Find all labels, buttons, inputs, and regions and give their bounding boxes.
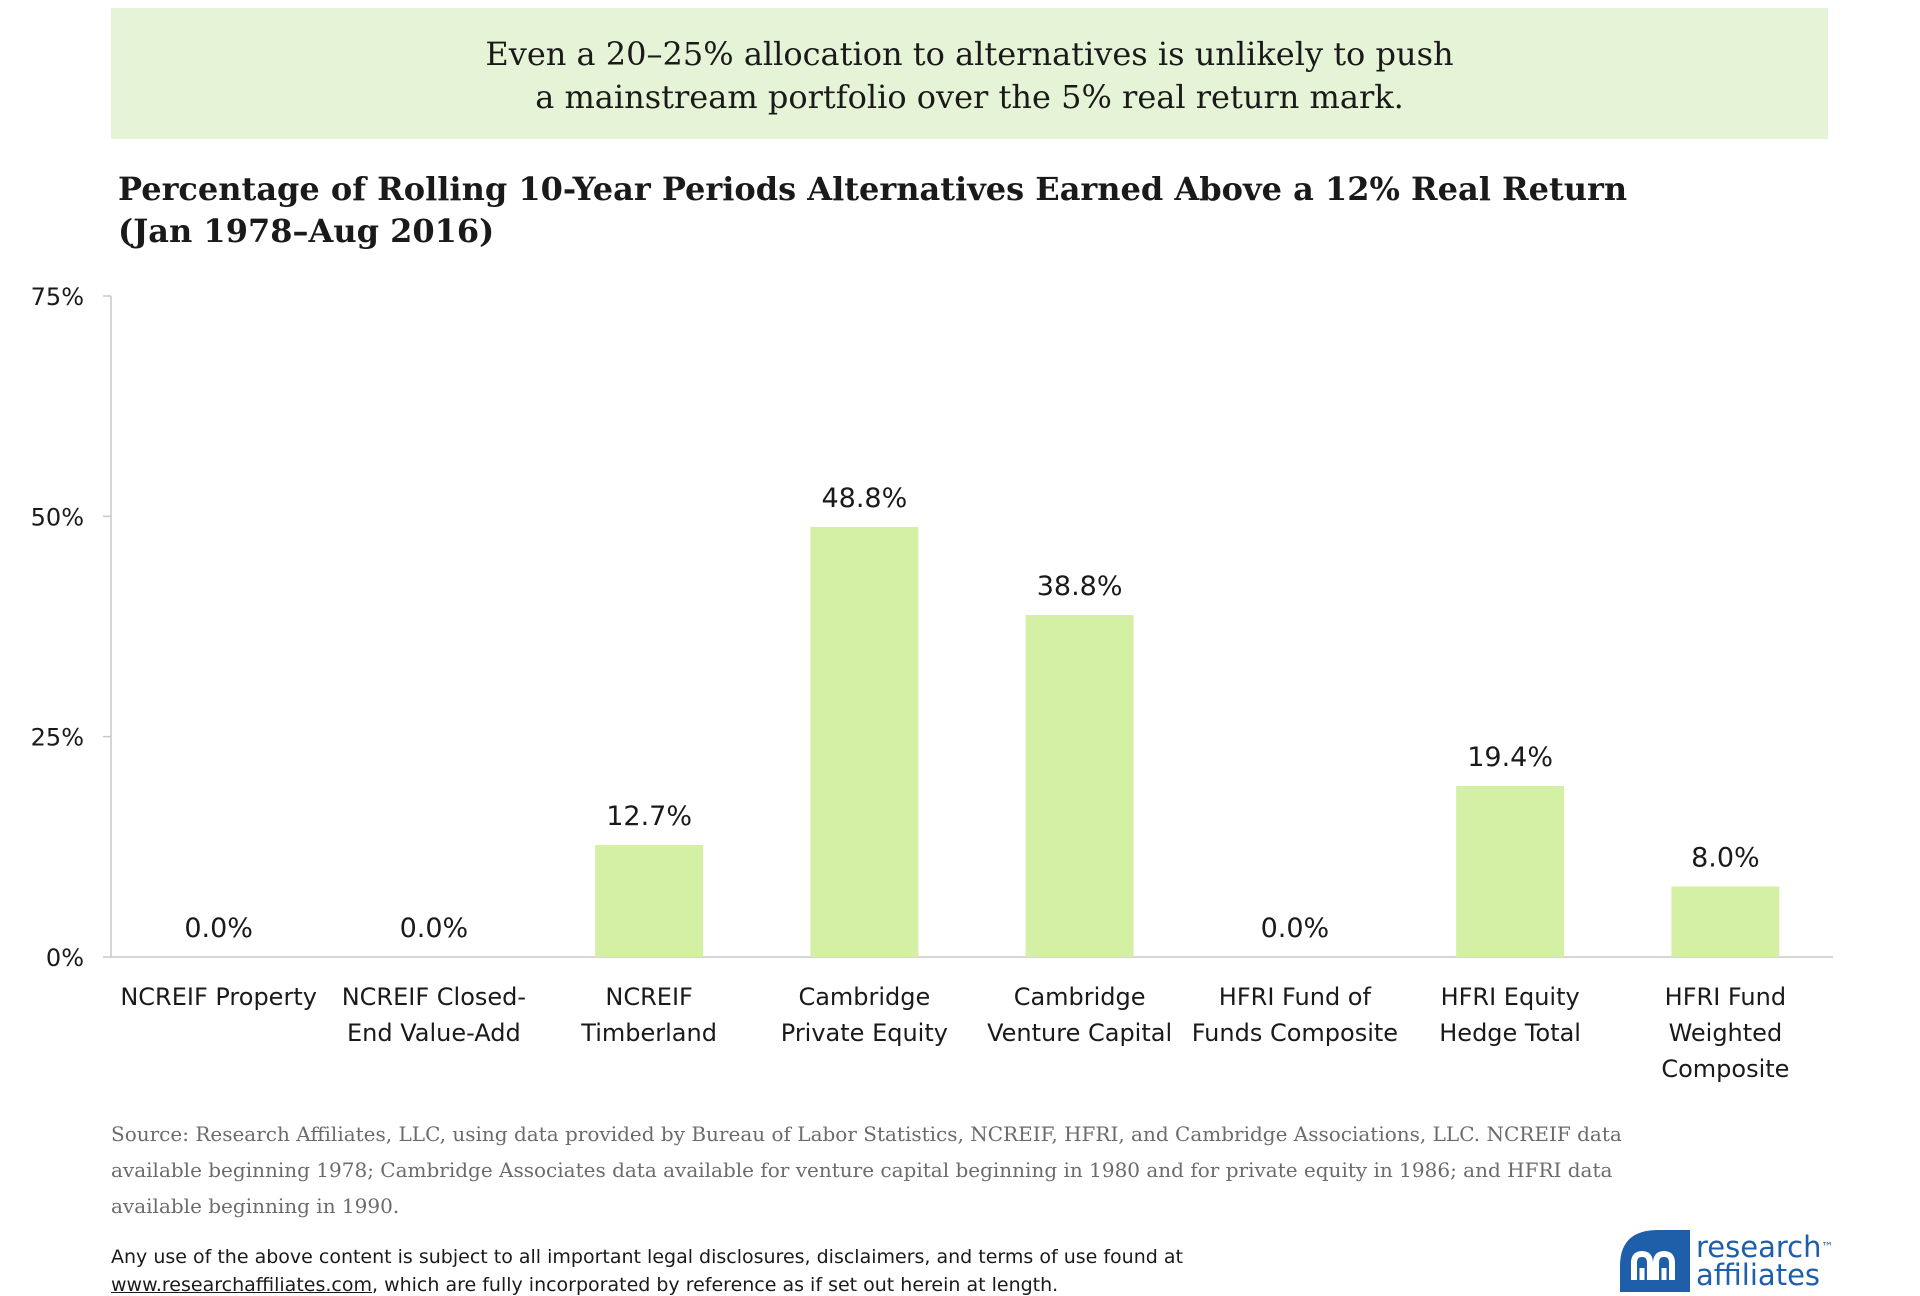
data-label: 8.0%: [1691, 842, 1760, 873]
disclaimer-line-2: www.researchaffiliates.com, which are fu…: [111, 1274, 1058, 1296]
banner-line-2: a mainstream portfolio over the 5% real …: [535, 78, 1404, 116]
data-label: 0.0%: [400, 913, 469, 944]
category-label: HFRI Fund: [1665, 983, 1786, 1011]
logo-word-research: research™: [1696, 1230, 1834, 1264]
category-label: Weighted: [1669, 1019, 1783, 1047]
research-affiliates-logo: research™ affiliates: [1620, 1230, 1834, 1292]
ra-logo-icon: [1620, 1230, 1690, 1292]
bar: [1025, 615, 1134, 957]
bar: [1671, 886, 1780, 957]
disclaimer-line-1: Any use of the above content is subject …: [111, 1246, 1183, 1268]
category-label: Cambridge: [1014, 983, 1146, 1011]
category-label: Timberland: [580, 1019, 717, 1047]
y-tick-label: 0%: [46, 944, 84, 972]
category-label: Private Equity: [781, 1019, 948, 1047]
chart-title-line-1: Percentage of Rolling 10-Year Periods Al…: [118, 170, 1628, 208]
y-tick-label: 25%: [31, 724, 84, 752]
data-label: 0.0%: [184, 913, 253, 944]
bar-chart: 0% 25% 50% 75% 0.0% NCREIF Property 0.0% NCREIF…: [31, 283, 1833, 1083]
logo-word-affiliates: affiliates: [1696, 1258, 1821, 1292]
category-label: Composite: [1661, 1055, 1789, 1083]
category-label: HFRI Equity: [1441, 983, 1580, 1011]
category-label: Hedge Total: [1439, 1019, 1581, 1047]
category-label: NCREIF Property: [120, 983, 317, 1011]
category-label: Venture Capital: [987, 1019, 1172, 1047]
data-label: 0.0%: [1261, 913, 1330, 944]
y-tick-label: 75%: [31, 283, 84, 311]
data-label: 19.4%: [1467, 742, 1553, 773]
source-note-line-1: Source: Research Affiliates, LLC, using …: [111, 1122, 1622, 1146]
bar: [595, 845, 704, 957]
website-link[interactable]: www.researchaffiliates.com: [111, 1274, 372, 1296]
data-label: 38.8%: [1037, 571, 1123, 602]
category-label: Funds Composite: [1192, 1019, 1398, 1047]
category-label: Cambridge: [798, 983, 930, 1011]
headline-banner: Even a 20–25% allocation to alternatives…: [111, 8, 1828, 139]
category-label: NCREIF: [605, 983, 692, 1011]
chart-title-line-2: (Jan 1978–Aug 2016): [118, 212, 495, 250]
bar: [810, 526, 919, 957]
data-label: 12.7%: [606, 801, 692, 832]
category-label: HFRI Fund of: [1219, 983, 1372, 1011]
banner-line-1: Even a 20–25% allocation to alternatives…: [485, 35, 1454, 73]
y-tick-label: 50%: [31, 503, 84, 531]
category-label: NCREIF Closed-: [342, 983, 526, 1011]
category-label: End Value-Add: [347, 1019, 521, 1047]
data-label: 48.8%: [821, 483, 907, 514]
source-note-line-3: available beginning in 1990.: [111, 1194, 400, 1218]
disclaimer-line-2-rest: , which are fully incorporated by refere…: [371, 1274, 1059, 1296]
source-note-line-2: available beginning 1978; Cambridge Asso…: [111, 1158, 1613, 1182]
bar: [1456, 786, 1565, 957]
